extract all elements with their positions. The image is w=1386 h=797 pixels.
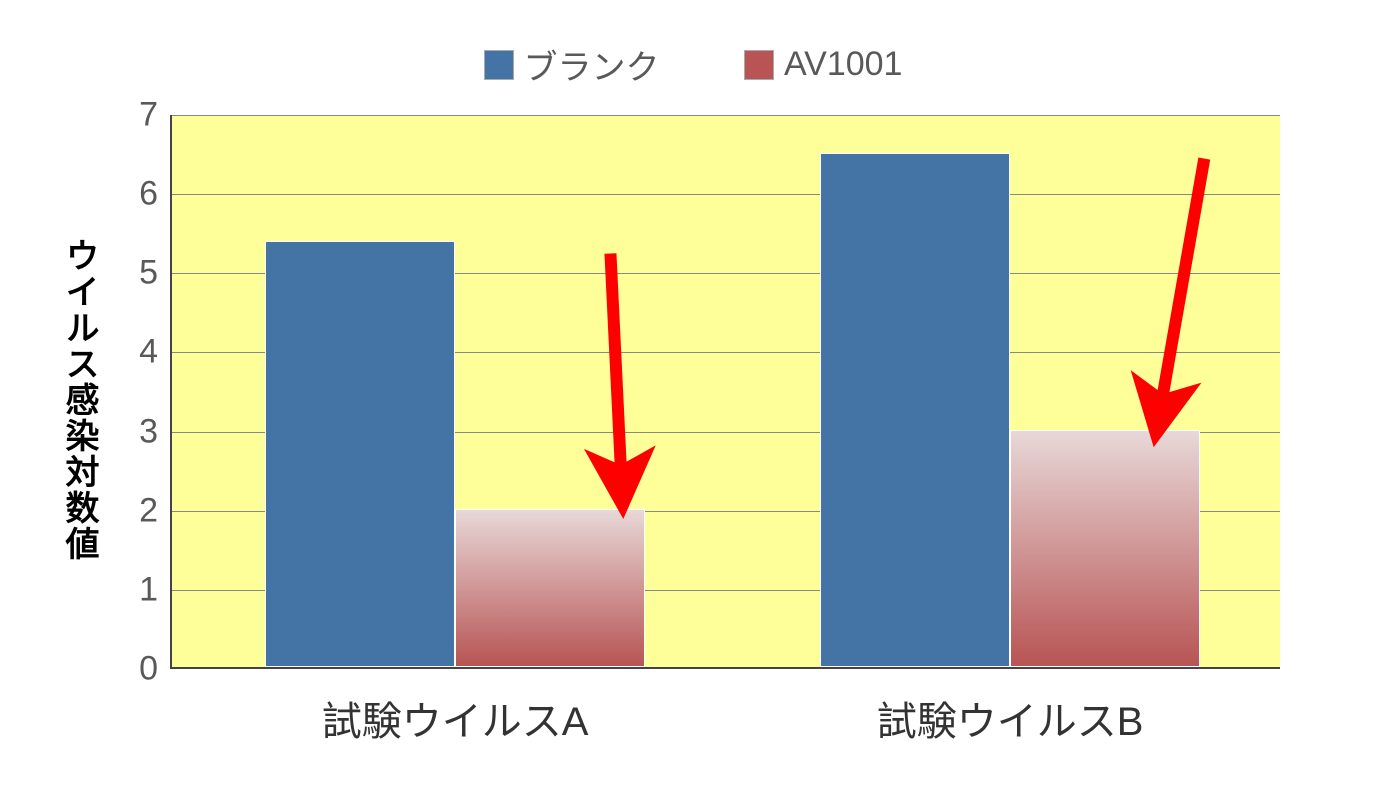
y-tick: 2 xyxy=(139,491,158,530)
y-tick: 3 xyxy=(139,412,158,451)
plot-area: 01234567試験ウイルスA試験ウイルスB xyxy=(170,115,1280,669)
legend-label-blank: ブランク xyxy=(524,40,660,89)
x-label: 試験ウイルスB xyxy=(877,689,1144,747)
y-tick: 7 xyxy=(139,96,158,135)
y-axis-label: ウイルス感染対数値 xyxy=(55,238,104,562)
legend-item-av1001: AV1001 xyxy=(744,45,902,84)
legend: ブランク AV1001 xyxy=(0,40,1386,89)
legend-item-blank: ブランク xyxy=(484,40,660,89)
y-tick: 6 xyxy=(139,175,158,214)
down-arrow-icon xyxy=(172,115,1282,669)
y-tick: 0 xyxy=(139,650,158,689)
x-label: 試験ウイルスA xyxy=(322,689,589,747)
y-tick: 5 xyxy=(139,254,158,293)
legend-label-av1001: AV1001 xyxy=(784,45,902,84)
chart-container: ブランク AV1001 ウイルス感染対数値 01234567試験ウイルスA試験ウ… xyxy=(0,0,1386,797)
legend-swatch-blank xyxy=(484,50,514,80)
y-tick: 4 xyxy=(139,333,158,372)
legend-swatch-av1001 xyxy=(744,50,774,80)
y-tick: 1 xyxy=(139,570,158,609)
